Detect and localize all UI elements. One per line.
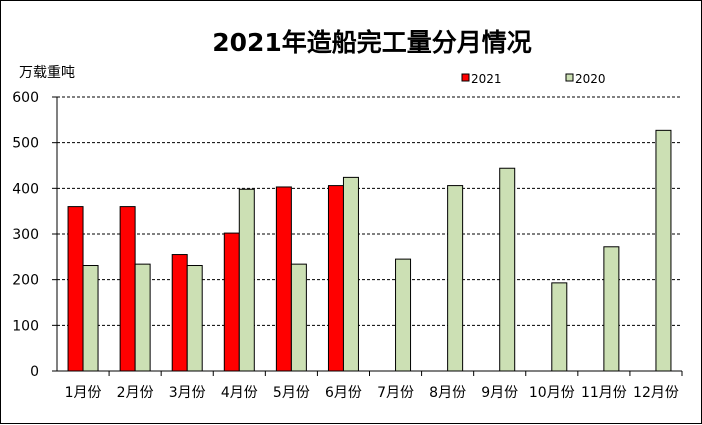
gridlines	[57, 96, 682, 326]
bar-2020-12	[655, 129, 672, 372]
chart-title: 2021年造船完工量分月情况	[212, 28, 532, 57]
x-tick-label-5: 5月份	[273, 385, 310, 401]
x-tick-label-3: 3月份	[169, 385, 206, 401]
bar-2021-2	[119, 206, 136, 372]
legend-swatch-2020	[565, 73, 574, 82]
x-tick-labels: 1月份 2月份 3月份 4月份 5月份 6月份 7月份 8月份 9月份 10月份 11月份 12月份	[65, 385, 679, 401]
x-tick-label-4: 4月份	[221, 385, 258, 401]
bar-2020-4	[238, 188, 255, 372]
bar-2021-3	[171, 254, 188, 372]
legend: 2021 2020	[461, 72, 606, 86]
x-tick-label-2: 2月份	[117, 385, 154, 401]
x-tick-label-9: 9月份	[481, 385, 518, 401]
legend-label-2021: 2021	[471, 72, 502, 86]
bar-2020-2	[134, 263, 151, 372]
bar-2020-1	[82, 265, 99, 372]
y-tick-label-200: 200	[12, 273, 39, 289]
bar-2021-4	[223, 232, 240, 372]
bars	[67, 129, 672, 372]
bar-2020-11	[603, 246, 620, 372]
y-tick-label-300: 300	[12, 227, 39, 243]
legend-label-2020: 2020	[575, 72, 606, 86]
bar-2020-7	[395, 258, 412, 372]
bar-2020-3	[186, 265, 203, 372]
y-tick-labels: 0 100 200 300 400 500 600	[12, 90, 39, 380]
bar-2020-9	[499, 167, 516, 372]
x-tick-label-6: 6月份	[325, 385, 362, 401]
bar-2021-5	[275, 186, 292, 372]
bar-2021-1	[67, 206, 84, 372]
bar-2020-5	[290, 263, 307, 372]
bar-2020-10	[551, 282, 568, 372]
bar-2021-6	[327, 185, 344, 372]
axes	[52, 96, 683, 376]
x-tick-label-1: 1月份	[65, 385, 102, 401]
x-tick-label-8: 8月份	[429, 385, 466, 401]
bar-2020-6	[342, 176, 359, 372]
x-tick-label-7: 7月份	[377, 385, 414, 401]
y-tick-label-100: 100	[12, 318, 39, 334]
x-tick-label-12: 12月份	[633, 385, 679, 401]
bar-2020-8	[447, 185, 464, 372]
legend-swatch-2021	[461, 73, 470, 82]
x-tick-label-11: 11月份	[581, 385, 627, 401]
y-tick-label-0: 0	[30, 364, 39, 380]
x-tick-label-10: 10月份	[529, 385, 575, 401]
y-tick-label-400: 400	[12, 181, 39, 197]
y-tick-label-500: 500	[12, 136, 39, 152]
y-tick-label-600: 600	[12, 90, 39, 106]
y-axis-label: 万载重吨	[19, 65, 75, 81]
